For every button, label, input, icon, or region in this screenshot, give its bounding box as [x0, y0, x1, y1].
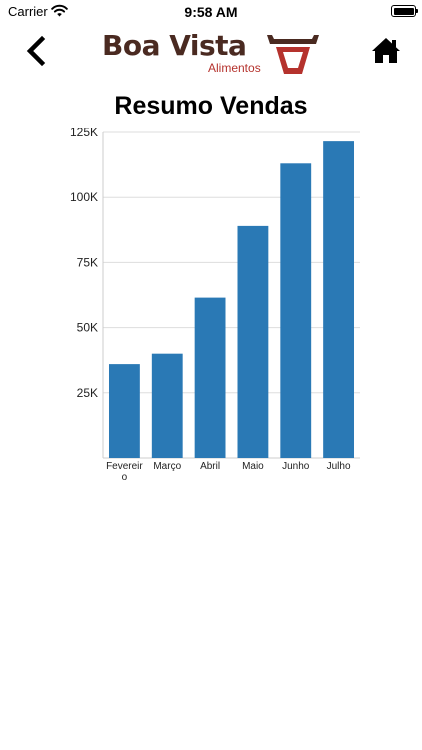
- bar: [237, 225, 269, 458]
- y-tick-label: 75K: [77, 255, 98, 269]
- y-tick-label: 25K: [77, 386, 98, 400]
- x-tick-label: Junho: [282, 461, 310, 472]
- back-chevron-icon[interactable]: [22, 34, 50, 68]
- x-tick-label: Março: [153, 461, 181, 472]
- bar: [323, 141, 355, 459]
- bar: [194, 297, 226, 458]
- clock: 9:58 AM: [184, 4, 238, 20]
- battery-icon: [391, 5, 416, 17]
- x-tick-label: Fevereir o: [106, 461, 143, 483]
- x-tick-label: Julho: [327, 461, 351, 472]
- logo-subtitle: Alimentos: [208, 61, 261, 75]
- logo-name: Boa Vista: [102, 29, 247, 62]
- bar: [108, 364, 140, 458]
- y-tick-label: 125K: [70, 128, 98, 139]
- page-title: Resumo Vendas: [114, 92, 308, 120]
- bull-horns-logo-icon: [267, 35, 319, 74]
- status-bar: Carrier 9:58 AM: [0, 0, 422, 24]
- y-tick-label: 100K: [70, 190, 98, 204]
- x-tick-label: Abril: [200, 461, 220, 472]
- bar: [151, 353, 183, 458]
- bar: [280, 163, 312, 458]
- battery-tip: [416, 9, 418, 13]
- brand-logo: Boa Vista Alimentos: [102, 29, 322, 78]
- x-tick-label: Maio: [242, 461, 264, 472]
- sales-bar-chart: 25K 50K 75K 100K 125K Fevereir o Março Abril Maio…: [70, 128, 360, 483]
- y-tick-label: 50K: [77, 321, 98, 335]
- carrier-label: Carrier: [8, 4, 48, 19]
- home-icon[interactable]: [371, 36, 401, 64]
- wifi-icon: [51, 4, 68, 17]
